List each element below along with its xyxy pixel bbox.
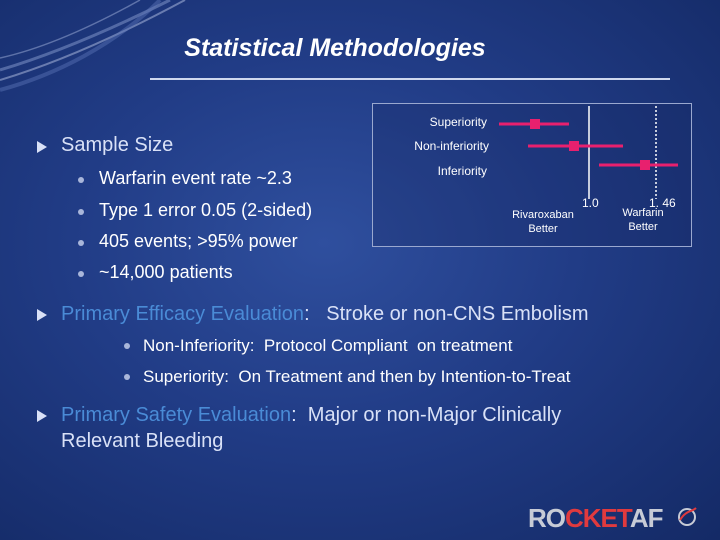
section-arrow-icon	[37, 309, 47, 321]
swoosh-decoration	[0, 0, 186, 92]
row-label-superiority: Superiority	[429, 115, 487, 129]
bullet-dot-icon	[78, 240, 84, 246]
rivaroxaban-better-label: Rivaroxaban Better	[503, 208, 583, 236]
right-label-line-1: Warfarin	[622, 207, 664, 219]
tick-label-146: 1. 46	[649, 196, 676, 210]
safety-heading-rest: : Major or non-Major Clinically	[291, 404, 562, 426]
section-arrow-icon	[37, 410, 47, 422]
efficacy-bullet: Superiority: On Treatment and then by In…	[143, 367, 571, 386]
logo-part-3: AF	[629, 503, 664, 533]
diagram-plot	[499, 106, 678, 199]
warfarin-better-label: Warfarin Better	[613, 206, 673, 234]
safety-heading: Primary Safety Evaluation: Major or non-…	[61, 404, 561, 427]
bullet-dot-icon	[78, 209, 84, 215]
slide-title: Statistical Methodologies	[184, 34, 486, 62]
safety-heading-line2: Relevant Bleeding	[61, 430, 224, 452]
efficacy-heading-highlight: Primary Efficacy Evaluation	[61, 303, 305, 325]
sample-size-bullet: ~14,000 patients	[99, 262, 233, 282]
bullet-dot-icon	[124, 343, 130, 349]
efficacy-heading-rest: : Stroke or non-CNS Embolism	[304, 303, 589, 325]
left-label-line-2: Better	[528, 223, 558, 235]
logo-part-1: RO	[528, 503, 566, 533]
logo-part-2: CKET	[565, 503, 631, 533]
tick-label-1: 1.0	[582, 196, 599, 210]
row-label-non-inferiority: Non-inferiority	[414, 139, 489, 153]
bullet-dot-icon	[78, 271, 84, 277]
sample-size-bullet: Type 1 error 0.05 (2-sided)	[99, 200, 313, 220]
inferiority-interval	[599, 160, 678, 170]
sample-size-heading: Sample Size	[61, 134, 174, 156]
bullet-dot-icon	[78, 177, 84, 183]
section-arrow-icon	[37, 141, 47, 153]
efficacy-heading: Primary Efficacy Evaluation: Stroke or n…	[61, 303, 589, 326]
bullet-dot-icon	[124, 374, 130, 380]
non-inferiority-interval	[528, 141, 623, 151]
row-label-inferiority: Inferiority	[437, 164, 487, 178]
rocket-af-logo: ROCKETAF	[528, 503, 664, 534]
title-underline	[150, 78, 670, 80]
right-label-line-2: Better	[628, 221, 658, 233]
logo-swirl-icon	[678, 507, 697, 526]
sample-size-bullet: Warfarin event rate ~2.3	[99, 168, 292, 188]
superiority-interval	[499, 119, 569, 129]
left-label-line-1: Rivaroxaban	[512, 209, 574, 221]
margin-diagram: Superiority Non-inferiority Inferiority …	[372, 103, 692, 247]
sample-size-bullet: 405 events; >95% power	[99, 231, 298, 251]
safety-heading-highlight: Primary Safety Evaluation	[61, 404, 292, 426]
efficacy-bullet: Non-Inferiority: Protocol Compliant on t…	[143, 336, 513, 355]
